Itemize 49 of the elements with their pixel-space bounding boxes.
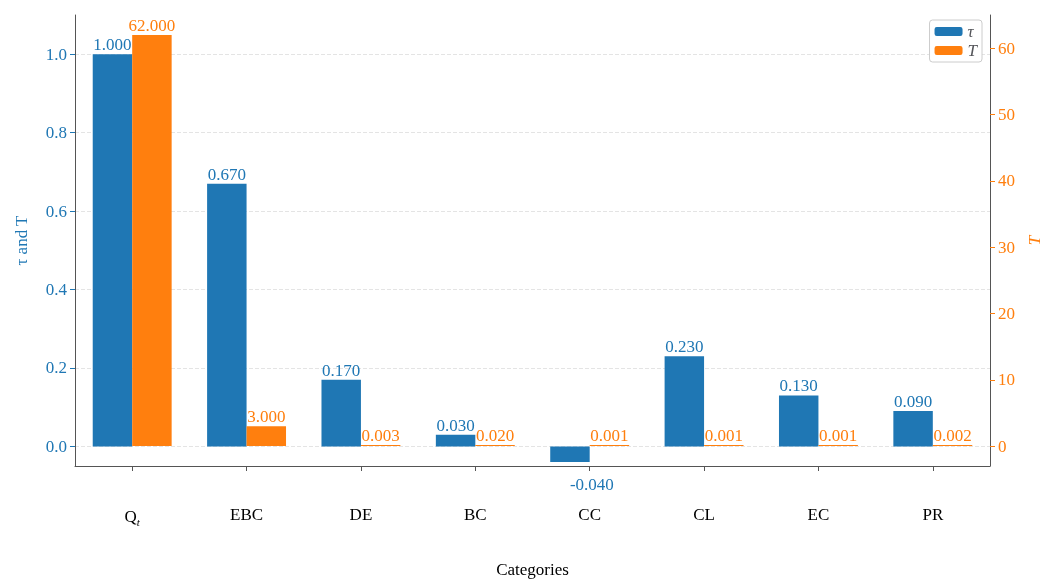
- bar: [435, 434, 476, 447]
- y2-tick-label: 0: [998, 436, 1007, 456]
- data-label: 1.000: [93, 35, 132, 55]
- y-tick-label: 0.4: [45, 280, 68, 300]
- bar: [321, 379, 361, 447]
- legend-label: T: [967, 41, 979, 60]
- x-tick-label: EBC: [230, 505, 264, 524]
- data-label: 62.000: [128, 15, 176, 35]
- data-label: 0.001: [704, 426, 743, 446]
- data-label: 0.130: [779, 376, 818, 396]
- data-label: -0.040: [569, 475, 614, 495]
- data-label: 0.230: [665, 337, 704, 357]
- x-tick-label: CC: [578, 505, 602, 524]
- y2-tick-label: 10: [998, 370, 1015, 390]
- bar: [664, 356, 705, 447]
- data-label: 0.170: [322, 360, 361, 380]
- y2-tick-label: 30: [998, 237, 1015, 257]
- x-tick-label: CL: [693, 505, 715, 524]
- y2-tick-label: 40: [998, 171, 1015, 191]
- x-tick-label: PR: [922, 505, 944, 524]
- data-label: 0.003: [361, 426, 400, 446]
- x-tick-label: BC: [463, 505, 487, 524]
- x-tick-label: DE: [349, 505, 373, 524]
- y-tick-label: 0.6: [45, 201, 67, 221]
- y-tick-label: 0.8: [45, 123, 67, 143]
- data-label: 0.090: [893, 392, 933, 412]
- y-tick-label: 0.2: [45, 358, 67, 378]
- bar: [207, 183, 247, 447]
- data-label: 3.000: [247, 407, 286, 427]
- y-tick-label: 0.0: [45, 436, 67, 456]
- data-label: 0.001: [590, 426, 629, 446]
- bar: [893, 411, 933, 447]
- y-axis-title: τ and T: [12, 214, 31, 266]
- y2-tick-label: 60: [998, 38, 1015, 58]
- x-tick-label: EC: [807, 505, 830, 524]
- bar: [246, 426, 287, 447]
- y2-axis-title: T: [1024, 234, 1044, 246]
- x-axis-title: Categories: [496, 560, 569, 579]
- legend-label: τ: [967, 22, 975, 41]
- y2-tick-label: 50: [998, 104, 1015, 124]
- bar: [778, 395, 819, 447]
- bar: [550, 446, 590, 463]
- data-label: 0.670: [207, 164, 246, 184]
- data-label: 0.030: [436, 415, 475, 435]
- data-label: 0.020: [475, 426, 515, 446]
- y2-tick-label: 20: [998, 303, 1015, 323]
- data-label: 0.002: [933, 426, 972, 446]
- y-tick-label: 1.0: [45, 44, 67, 64]
- data-label: 0.001: [819, 426, 858, 446]
